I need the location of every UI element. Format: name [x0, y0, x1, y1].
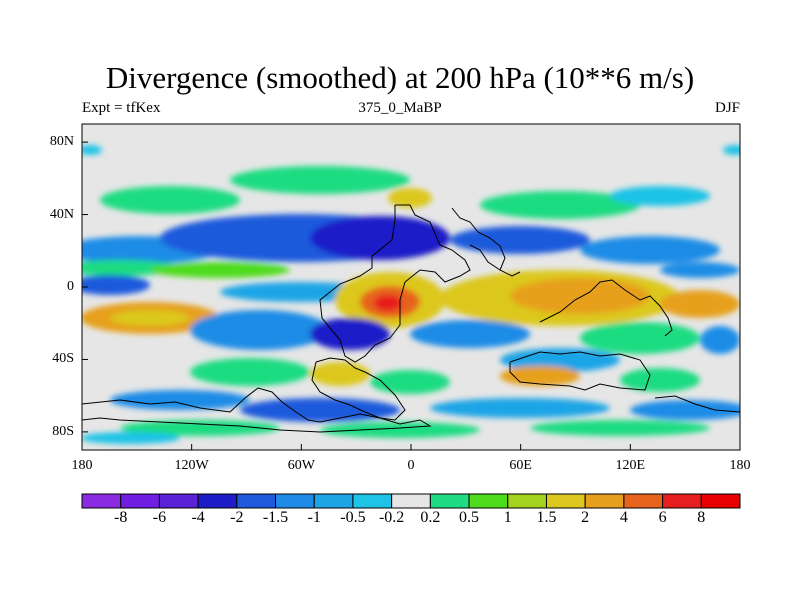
colorbar-swatch [700, 493, 741, 509]
contour-blob [310, 216, 450, 260]
colorbar-label: 6 [658, 509, 667, 526]
contour-blob [450, 226, 590, 254]
contour-blob [580, 322, 700, 354]
coastline-north [451, 207, 506, 271]
lon-tick-label: 120E [615, 458, 646, 473]
colorbar-label: 0.2 [420, 509, 441, 526]
axis-ticks [81, 141, 741, 450]
contour-blob [190, 358, 310, 386]
plot-title: Divergence (smoothed) at 200 hPa (10**6 … [105, 60, 695, 95]
colorbar-label: -1.5 [262, 509, 289, 526]
colorbar-swatch [313, 493, 354, 509]
contour-blob [430, 398, 610, 418]
contour-blob [110, 310, 190, 326]
contour-blob [374, 295, 402, 311]
colorbar-label: 1.5 [536, 509, 557, 526]
colorbar-swatch [81, 493, 122, 509]
lon-tick-label: 60W [287, 458, 315, 473]
colorbar-label: 2 [581, 509, 590, 526]
contour-blob [110, 390, 250, 410]
contour-blob [120, 420, 280, 436]
contour-blob [240, 398, 400, 422]
contour-blob [320, 422, 480, 438]
lat-tick-label: 0 [67, 279, 74, 294]
colorbar-label: -4 [191, 509, 205, 526]
colorbar-label: -1 [307, 509, 321, 526]
colorbar-swatch [120, 493, 160, 509]
center-string: 375_0_MaBP [358, 100, 442, 116]
contour-blob [660, 290, 740, 318]
lat-tick-label: 40N [49, 206, 74, 222]
colorbar-label: -2 [230, 509, 244, 526]
divergence-field [82, 145, 740, 444]
right-string: DJF [714, 100, 740, 116]
colorbar-swatch [545, 493, 586, 509]
coastline-asia-south [539, 279, 673, 337]
contour-blob [630, 400, 740, 420]
colorbar-label: -6 [152, 509, 167, 526]
colorbar-swatch [352, 493, 393, 509]
contour-blob [610, 186, 710, 206]
colorbar-swatch [275, 493, 315, 509]
contour-blob [370, 370, 450, 394]
colorbar-label: 4 [619, 509, 628, 526]
colorbar-label: -0.2 [378, 509, 405, 526]
colorbar-label: 0.5 [459, 509, 480, 526]
contour-blob [82, 275, 150, 295]
colorbar-swatch [158, 493, 199, 509]
contour-blob [310, 318, 390, 350]
colorbar-swatch [662, 493, 702, 509]
contour-blob [510, 278, 650, 314]
coastlines [82, 204, 740, 433]
contour-blob [190, 310, 330, 350]
colorbar-label: 8 [697, 509, 706, 526]
coastline-australia [509, 351, 651, 391]
colorbar-swatch [623, 493, 664, 509]
contour-blob [660, 262, 740, 278]
colorbar-swatch [236, 493, 277, 509]
lon-tick-label: 120W [174, 458, 209, 473]
coastline-antarctica [82, 387, 432, 433]
colorbar-swatch [391, 493, 431, 509]
contour-blob [480, 191, 640, 219]
lon-tick-label: 180 [729, 458, 751, 473]
colorbar-label: -0.5 [340, 509, 366, 526]
lon-tick-label: 180 [71, 458, 93, 473]
contour-blob [410, 320, 530, 348]
colorbar-swatch [197, 493, 238, 509]
lat-tick-label: 40S [52, 351, 74, 367]
contour-blob [150, 262, 290, 278]
colorbar-swatch [468, 493, 509, 509]
lon-tick-label: 60E [509, 458, 532, 473]
contour-blob [230, 166, 410, 194]
contour-blob [530, 420, 710, 436]
contour-blob [82, 145, 102, 155]
coastline-africa [319, 204, 471, 363]
coastline-asia [469, 244, 521, 277]
contour-blob [723, 145, 740, 155]
contour-blob [620, 368, 700, 392]
lat-tick-label: 80S [52, 423, 74, 439]
coastline-antarctica-east [654, 395, 740, 413]
colorbar-label: 1 [503, 509, 512, 526]
contour-blob [82, 432, 180, 444]
colorbar-label: -8 [114, 509, 128, 526]
lon-tick-label: 0 [407, 458, 415, 473]
contour-blob [388, 188, 432, 208]
contour-blob [700, 326, 740, 354]
colorbar-swatch [507, 493, 547, 509]
colorbar-swatch [429, 493, 470, 509]
left-string: Expt = tfKex [82, 100, 161, 116]
contour-blob [100, 186, 240, 214]
colorbar-swatch [584, 493, 625, 509]
coastline-south-america [311, 357, 406, 421]
contour-blob [580, 236, 720, 264]
lat-tick-label: 80N [49, 134, 74, 150]
contour-blob [500, 366, 580, 386]
